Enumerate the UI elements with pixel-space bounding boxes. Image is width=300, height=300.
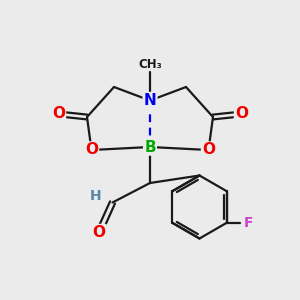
Text: O: O	[92, 225, 106, 240]
Text: O: O	[85, 142, 98, 158]
Text: O: O	[202, 142, 215, 158]
Text: O: O	[52, 106, 65, 122]
Text: N: N	[144, 93, 156, 108]
Text: B: B	[144, 140, 156, 154]
Text: CH₃: CH₃	[138, 58, 162, 70]
Text: O: O	[235, 106, 248, 122]
Text: F: F	[244, 216, 254, 230]
Text: H: H	[90, 189, 102, 203]
